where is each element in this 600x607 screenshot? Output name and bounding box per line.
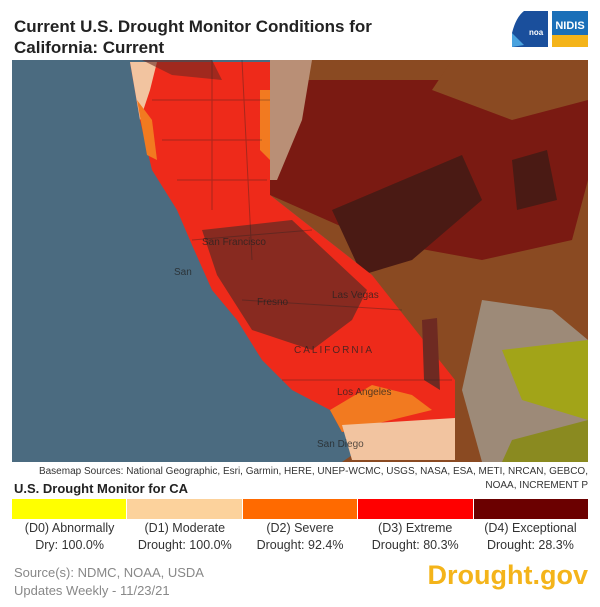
- region-north-coast-d2: [137, 100, 157, 160]
- swatch-d3: [358, 499, 474, 519]
- page-title: Current U.S. Drought Monitor Conditions …: [14, 17, 372, 57]
- legend-labels: (D0) Abnormally Dry: 100.0% (D1) Moderate…: [12, 520, 588, 554]
- legend-item-d3: (D3) Extreme Drought: 80.3%: [371, 521, 459, 552]
- label-san-francisco: San Francisco: [202, 237, 266, 248]
- region-arizona-d0: [502, 340, 588, 420]
- label-state: CALIFORNIA: [294, 345, 374, 356]
- label-san-diego: San Diego: [317, 439, 364, 450]
- region-arizona-d0-south: [502, 420, 588, 462]
- logos: noa NIDIS: [512, 11, 588, 47]
- region-central-valley-d4: [202, 220, 367, 350]
- region-ne-d2: [260, 90, 270, 160]
- swatch-d1: [127, 499, 243, 519]
- footer-sources: Source(s): NDMC, NOAA, USDA Updates Week…: [14, 564, 204, 600]
- region-idaho-d2: [432, 60, 588, 120]
- county-lines: [152, 60, 452, 381]
- legend-swatches: [12, 499, 589, 519]
- noaa-logo: noa: [512, 11, 548, 47]
- svg-text:noa: noa: [529, 28, 544, 37]
- legend-title: U.S. Drought Monitor for CA: [14, 481, 189, 496]
- label-fresno: Fresno: [257, 297, 289, 308]
- label-los-angeles: Los Angeles: [337, 387, 392, 398]
- updates-text: Updates Weekly - 11/23/21: [14, 583, 170, 598]
- label-san: San: [174, 267, 192, 278]
- drought-gov-link[interactable]: Drought.gov: [427, 560, 588, 590]
- label-las-vegas: Las Vegas: [332, 290, 379, 301]
- region-socal-d2: [330, 385, 432, 432]
- swatch-d2: [242, 499, 359, 519]
- legend-item-d4: (D4) Exceptional Drought: 28.3%: [484, 521, 577, 552]
- region-utah-d4: [512, 150, 557, 210]
- legend-item-d0: (D0) Abnormally Dry: 100.0%: [24, 521, 115, 552]
- swatch-d4: [473, 499, 589, 519]
- region-north-d4: [142, 60, 222, 80]
- drought-map[interactable]: San Francisco San Fresno Las Vegas CALIF…: [12, 60, 588, 462]
- region-san-diego-d1: [342, 418, 455, 460]
- basemap-sources: Basemap Sources: National Geographic, Es…: [38, 466, 588, 491]
- region-nevada-d4: [332, 155, 482, 275]
- legend-item-d1: (D1) Moderate Drought: 100.0%: [137, 521, 232, 552]
- swatch-d0: [12, 499, 128, 519]
- legend-item-d2: (D2) Severe Drought: 92.4%: [256, 521, 344, 552]
- region-oregon-d1: [270, 60, 312, 180]
- svg-text:NIDIS: NIDIS: [555, 20, 584, 32]
- region-north-coast-d1: [130, 62, 157, 120]
- nidis-logo: NIDIS: [552, 11, 588, 47]
- region-owens-d4: [422, 318, 440, 390]
- sources-text: Source(s): NDMC, NOAA, USDA: [14, 565, 204, 580]
